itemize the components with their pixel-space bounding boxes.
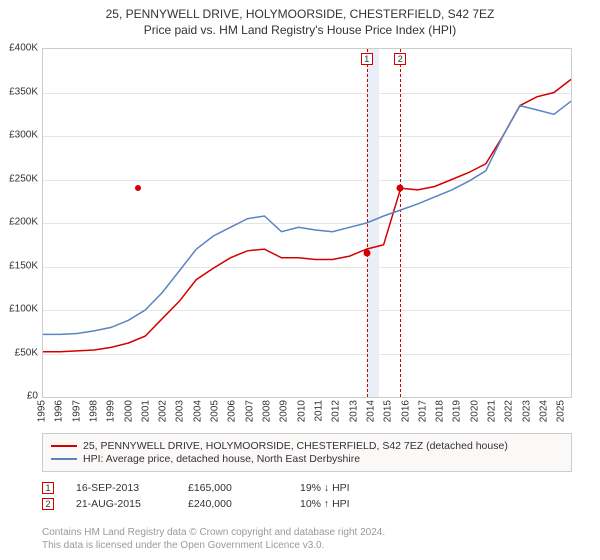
sale-1-delta: 19% ↓ HPI [300, 482, 390, 494]
figure-root: 25, PENNYWELL DRIVE, HOLYMOORSIDE, CHEST… [0, 0, 600, 560]
legend-item-hpi: HPI: Average price, detached house, Nort… [51, 453, 563, 465]
sale-row-1: 1 16-SEP-2013 £165,000 19% ↓ HPI [42, 482, 572, 494]
sale-2-date: 21-AUG-2015 [76, 498, 166, 510]
sale-2-delta: 10% ↑ HPI [300, 498, 390, 510]
x-tick-label: 2010 [296, 400, 307, 422]
series-svg [43, 49, 571, 397]
data-point [363, 250, 370, 257]
y-tick-label: £400K [9, 43, 38, 54]
legend-label-hpi: HPI: Average price, detached house, Nort… [83, 453, 360, 465]
x-tick-label: 2020 [469, 400, 480, 422]
x-tick-label: 2002 [158, 400, 169, 422]
sale-marker-1-index: 1 [45, 483, 50, 493]
y-tick-label: £50K [15, 347, 38, 358]
x-tick-label: 1999 [106, 400, 117, 422]
legend-swatch-subject [51, 445, 77, 447]
plot-area: 12 [42, 48, 572, 398]
x-tick-label: 2009 [279, 400, 290, 422]
y-tick-label: £200K [9, 217, 38, 228]
x-tick-label: 2004 [192, 400, 203, 422]
sale-marker-1-icon: 1 [42, 482, 54, 494]
legend-item-subject: 25, PENNYWELL DRIVE, HOLYMOORSIDE, CHEST… [51, 440, 563, 452]
sale-marker-2-icon: 2 [42, 498, 54, 510]
y-tick-label: £100K [9, 304, 38, 315]
sale-2-price: £240,000 [188, 498, 278, 510]
series-subject [43, 79, 571, 351]
footnote: Contains HM Land Registry data © Crown c… [42, 526, 385, 552]
x-tick-label: 2023 [521, 400, 532, 422]
y-tick-label: £150K [9, 260, 38, 271]
x-tick-label: 2014 [365, 400, 376, 422]
x-tick-label: 1998 [88, 400, 99, 422]
x-tick-label: 2021 [487, 400, 498, 422]
legend-label-subject: 25, PENNYWELL DRIVE, HOLYMOORSIDE, CHEST… [83, 440, 508, 452]
sale-marker-2-index: 2 [45, 499, 50, 509]
data-point [397, 185, 404, 192]
x-tick-label: 2008 [262, 400, 273, 422]
legend-swatch-hpi [51, 458, 77, 460]
legend: 25, PENNYWELL DRIVE, HOLYMOORSIDE, CHEST… [42, 433, 572, 472]
x-tick-label: 2001 [140, 400, 151, 422]
chart-title: 25, PENNYWELL DRIVE, HOLYMOORSIDE, CHEST… [0, 0, 600, 38]
x-tick-label: 1996 [54, 400, 65, 422]
x-tick-label: 2016 [400, 400, 411, 422]
x-tick-label: 2022 [504, 400, 515, 422]
data-point [135, 185, 141, 191]
y-tick-label: £300K [9, 130, 38, 141]
sales-table: 1 16-SEP-2013 £165,000 19% ↓ HPI 2 21-AU… [42, 478, 572, 514]
x-tick-label: 2017 [417, 400, 428, 422]
x-tick-label: 2003 [175, 400, 186, 422]
x-tick-label: 2025 [556, 400, 567, 422]
x-tick-label: 1997 [71, 400, 82, 422]
footnote-line-2: This data is licensed under the Open Gov… [42, 539, 385, 552]
x-tick-label: 1995 [37, 400, 48, 422]
sale-1-date: 16-SEP-2013 [76, 482, 166, 494]
y-tick-label: £250K [9, 173, 38, 184]
x-tick-label: 2024 [539, 400, 550, 422]
sale-1-price: £165,000 [188, 482, 278, 494]
x-tick-label: 2011 [313, 400, 324, 422]
footnote-line-1: Contains HM Land Registry data © Crown c… [42, 526, 385, 539]
title-line-1: 25, PENNYWELL DRIVE, HOLYMOORSIDE, CHEST… [0, 6, 600, 22]
x-tick-label: 2013 [348, 400, 359, 422]
x-tick-label: 2000 [123, 400, 134, 422]
x-tick-label: 2005 [210, 400, 221, 422]
sale-row-2: 2 21-AUG-2015 £240,000 10% ↑ HPI [42, 498, 572, 510]
x-tick-label: 2007 [244, 400, 255, 422]
series-hpi [43, 101, 571, 334]
x-tick-label: 2019 [452, 400, 463, 422]
title-line-2: Price paid vs. HM Land Registry's House … [0, 22, 600, 38]
y-tick-label: £350K [9, 86, 38, 97]
x-tick-label: 2012 [331, 400, 342, 422]
x-tick-label: 2006 [227, 400, 238, 422]
x-tick-label: 2018 [435, 400, 446, 422]
x-tick-label: 2015 [383, 400, 394, 422]
